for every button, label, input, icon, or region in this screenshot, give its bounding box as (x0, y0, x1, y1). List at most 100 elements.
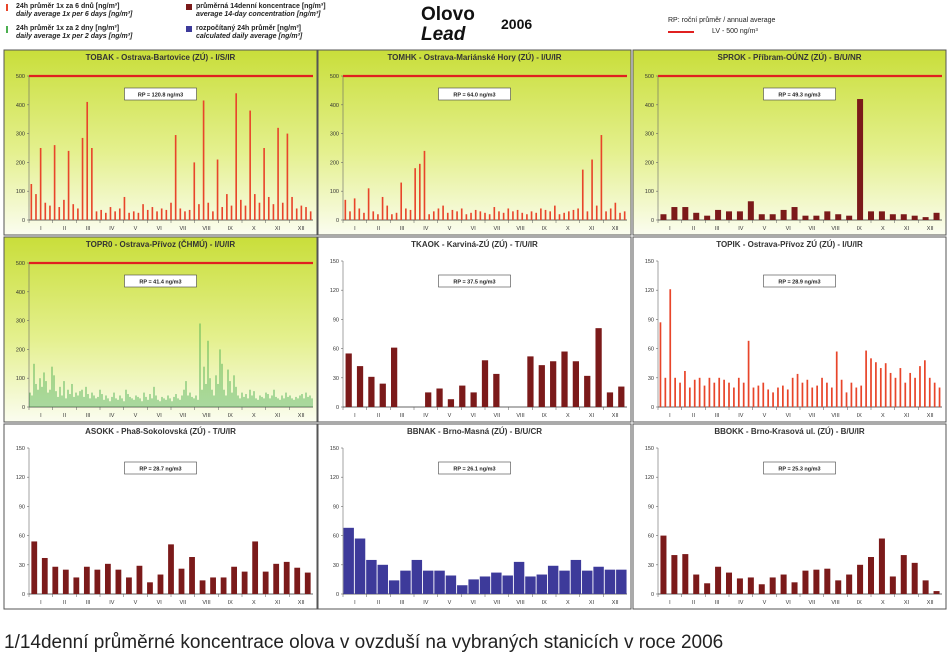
month-label: XI (589, 226, 595, 232)
data-bar (802, 570, 809, 594)
data-bar (114, 211, 116, 220)
legend-label: 24h průměr 1x za 2 dny [ng/m³] (16, 25, 120, 32)
month-label: I (40, 226, 42, 232)
data-bar (72, 204, 75, 220)
y-tick-label: 60 (19, 534, 25, 540)
data-bar (521, 212, 524, 220)
annual-average-box (124, 461, 197, 475)
data-bar (136, 565, 143, 594)
data-bar (479, 211, 482, 220)
data-bar (181, 395, 183, 407)
month-label: X (881, 413, 885, 419)
data-bar (311, 398, 313, 407)
data-bar (149, 394, 151, 407)
month-label: I (354, 413, 356, 419)
y-tick-label: 400 (645, 103, 654, 109)
month-label: IX (542, 226, 548, 232)
data-bar (57, 396, 59, 407)
data-bar (103, 399, 105, 407)
month-label: VIII (831, 226, 840, 232)
data-bar (400, 570, 411, 594)
data-bar (769, 577, 776, 594)
data-bar (377, 564, 388, 594)
month-label: XII (927, 226, 934, 232)
data-bar (199, 323, 201, 407)
month-label: X (881, 600, 885, 606)
data-bar (157, 399, 159, 407)
data-bar (855, 387, 858, 407)
data-bar (93, 395, 95, 407)
y-tick-label: 30 (648, 376, 654, 382)
data-bar (752, 387, 755, 407)
data-bar (791, 582, 798, 594)
data-bar (698, 377, 701, 407)
data-bar (616, 569, 627, 594)
data-bar (423, 150, 426, 220)
data-bar (133, 399, 135, 407)
data-bar (911, 562, 918, 594)
data-bar (718, 377, 721, 407)
y-tick-label: 120 (330, 288, 339, 294)
data-bar (217, 383, 219, 407)
data-bar (183, 389, 185, 407)
data-bar (493, 207, 496, 220)
month-label: X (566, 600, 570, 606)
y-tick-label: 30 (333, 563, 339, 569)
data-bar (146, 209, 149, 220)
data-bar (51, 366, 53, 407)
data-bar (97, 396, 99, 407)
annual-average-box (438, 87, 511, 101)
data-bar (291, 398, 293, 407)
chart-panel: TOPIK - Ostrava-Přívoz ZÚ (ZÚ) - I/U/IR 0… (632, 236, 947, 423)
month-label: I (669, 600, 671, 606)
y-tick-label: 30 (19, 563, 25, 569)
data-bar (131, 398, 133, 407)
data-bar (703, 385, 706, 407)
data-bar (442, 205, 444, 220)
data-bar (474, 209, 477, 220)
data-bar (933, 591, 940, 594)
data-bar (184, 211, 186, 220)
chart-panel: TOBAK - Ostrava-Bartovice (ZÚ) - I/S/IR 0… (3, 49, 318, 236)
data-bar (255, 398, 257, 407)
data-bar (63, 381, 65, 407)
data-bar (875, 362, 877, 407)
data-bar (437, 208, 440, 220)
data-bar (167, 395, 169, 407)
chart-panel: TKAOK - Karviná-ZÚ (ZÚ) - T/U/IR 0 30 60 90 1… (317, 236, 632, 423)
data-bar (104, 563, 111, 594)
data-bar (160, 208, 163, 220)
data-bar (813, 569, 820, 594)
data-bar (286, 133, 289, 220)
data-bar (780, 209, 787, 220)
data-bar (155, 395, 157, 407)
data-bar (230, 205, 233, 220)
data-bar (202, 100, 205, 220)
data-bar (857, 564, 864, 594)
y-tick-label: 0 (22, 218, 25, 224)
y-tick-label: 500 (16, 261, 25, 267)
data-bar (109, 207, 112, 220)
chart-title: BBNAK - Brno-Masná (ZÚ) - B/U/CR (407, 427, 542, 436)
data-bar (736, 578, 743, 594)
data-bar (688, 387, 691, 407)
data-bar (87, 394, 89, 407)
data-bar (353, 198, 356, 220)
annual-average-box (124, 274, 197, 288)
data-bar (69, 394, 71, 407)
y-tick-label: 500 (645, 74, 654, 80)
annual-average-box (763, 274, 836, 288)
data-bar (405, 208, 407, 220)
month-label: III (86, 600, 91, 606)
data-bar (395, 212, 398, 220)
data-bar (358, 208, 361, 220)
data-bar (253, 194, 256, 220)
data-bar (390, 347, 398, 407)
month-label: IV (423, 600, 429, 606)
y-tick-label: 60 (648, 347, 654, 353)
panel-frame (317, 49, 632, 236)
data-bar (671, 207, 678, 220)
data-bar (127, 394, 129, 407)
month-label: II (692, 413, 696, 419)
month-label: V (134, 413, 138, 419)
